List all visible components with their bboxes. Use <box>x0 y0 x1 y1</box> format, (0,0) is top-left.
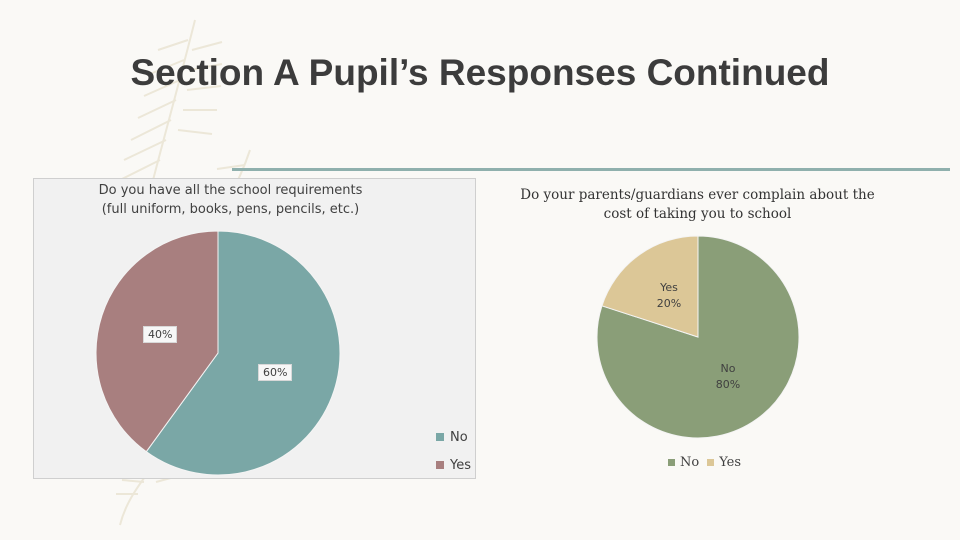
chart1-legend-item-yes: Yes <box>436 451 471 479</box>
chart1-legend: No Yes <box>436 423 471 479</box>
chart1-label-no: 60% <box>258 364 293 381</box>
chart2-legend-label-yes: Yes <box>719 455 742 470</box>
chart1-slice-no <box>145 230 341 476</box>
chart2-label-yes-category: Yes <box>660 281 678 294</box>
accent-divider-line <box>232 168 950 171</box>
chart1-legend-label-no: No <box>450 429 468 445</box>
chart2-legend-item-no: No <box>668 455 699 470</box>
chart2-legend: No Yes <box>668 455 749 470</box>
chart1-legend-label-yes: Yes <box>450 457 471 473</box>
legend-swatch <box>707 459 715 466</box>
legend-swatch <box>668 459 675 466</box>
chart1-legend-item-no: No <box>436 423 471 451</box>
chart2-legend-label-no: No <box>680 455 700 470</box>
chart1-label-yes: 40% <box>143 326 178 343</box>
chart2-slice-yes <box>601 235 699 338</box>
slide-title: Section A Pupil’s Responses Continued <box>130 52 830 93</box>
legend-swatch <box>436 433 444 441</box>
chart2-label-yes: Yes 20% <box>639 280 699 312</box>
chart2-label-no: No 80% <box>698 361 758 393</box>
chart2-label-yes-value: 20% <box>656 297 682 310</box>
legend-swatch <box>436 461 444 469</box>
chart1-title: Do you have all the school requirements … <box>98 183 363 217</box>
chart2-label-no-category: No <box>720 362 736 375</box>
chart2-label-no-value: 80% <box>715 378 741 391</box>
chart2-title: Do your parents/guardians ever complain … <box>520 187 875 222</box>
chart2-legend-item-yes: Yes <box>707 455 741 470</box>
